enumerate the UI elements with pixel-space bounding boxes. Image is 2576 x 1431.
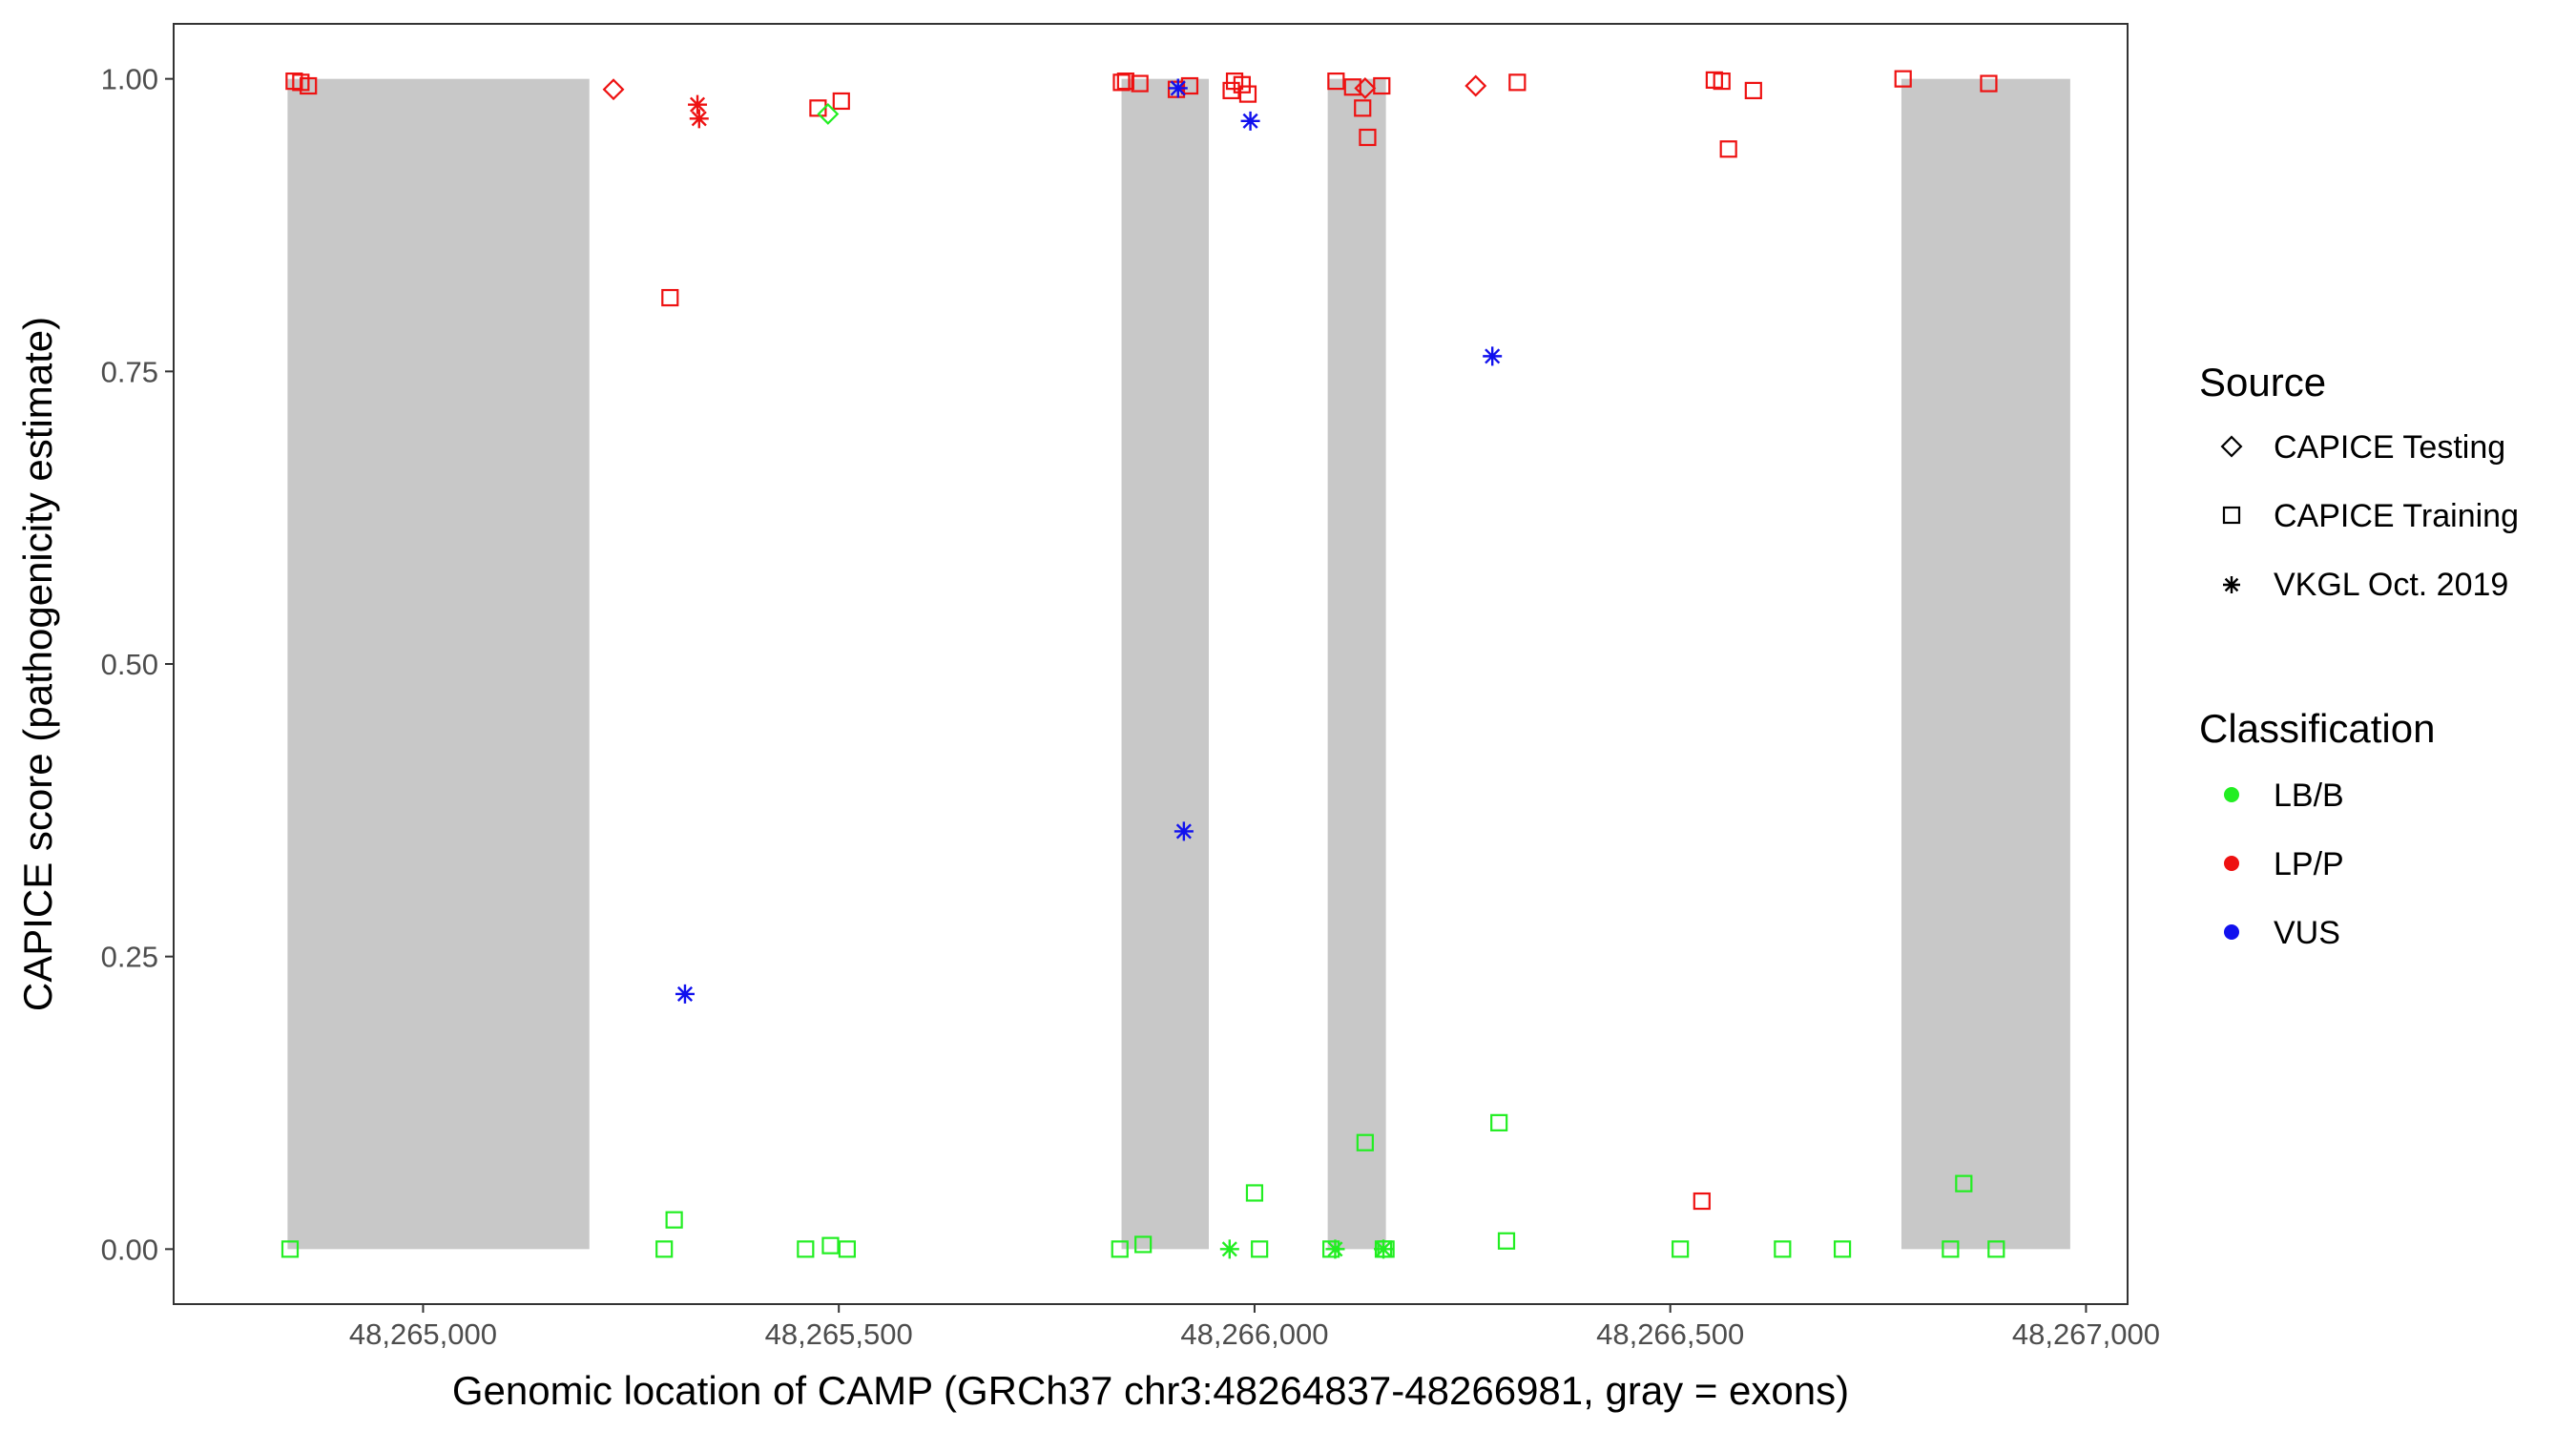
x-tick-label: 48,266,500 [1596,1317,1744,1351]
legend-item-capice-training: CAPICE Training [2222,498,2519,534]
training-point [1131,74,1149,93]
training-point [832,92,850,111]
legend-label-vus: VUS [2274,915,2340,951]
x-tick-label: 48,265,000 [349,1317,497,1351]
vkgl-point [1483,346,1503,366]
training-point [1238,85,1257,103]
legend-title-source: Source [2199,360,2326,404]
training-point [1672,1240,1690,1258]
y-tick-label: 0.75 [101,355,158,388]
legend-label-capice-testing: CAPICE Testing [2274,429,2505,466]
asterisk-icon [2223,576,2240,593]
training-point [1955,1174,1973,1192]
vkgl-point [675,984,695,1004]
vkgl-point [689,109,709,129]
training-point [1245,1184,1264,1202]
training-point [1490,1113,1508,1131]
x-axis-title: Genomic location of CAMP (GRCh37 chr3:48… [452,1368,1849,1413]
training-point [1774,1240,1792,1258]
testing-point [1354,77,1377,99]
x-tick-label: 48,265,500 [765,1317,913,1351]
training-point [1180,76,1199,95]
training-point [655,1240,674,1258]
training-point [280,1240,300,1258]
training-point [1356,1133,1374,1151]
training-point [1980,74,1998,93]
vkgl-point [1374,1239,1394,1259]
exon-bands [287,78,2070,1250]
data-points [280,70,2005,1259]
training-point [1327,73,1345,91]
legend: Source CAPICE Testing CAPICE Training VK… [2199,360,2519,951]
training-point [1359,128,1377,147]
vkgl-point [688,94,708,114]
training-point [1508,73,1527,92]
legend-item-lp-p: LP/P [2224,846,2344,882]
training-point [1833,1240,1852,1258]
testing-point [602,78,625,101]
y-tick-label: 0.50 [101,648,158,681]
dot-icon [2224,856,2239,871]
legend-label-vkgl: VKGL Oct. 2019 [2274,567,2508,603]
training-point [1942,1240,1960,1258]
training-point [1222,81,1240,100]
axis-ticks: 48,265,000 48,265,500 48,266,000 48,266,500… [101,63,2160,1351]
x-tick-label: 48,267,000 [2012,1317,2160,1351]
training-point [1719,140,1737,158]
training-point [797,1240,815,1258]
training-point [1497,1232,1516,1250]
training-point [1134,1235,1153,1254]
exon-band-1 [287,78,590,1250]
vkgl-point [1325,1239,1345,1259]
diamond-icon [2220,435,2243,458]
training-point [1354,99,1372,117]
training-point [1343,78,1361,96]
exon-band-3 [1327,78,1386,1250]
training-point [1693,1192,1711,1211]
vkgl-point [1240,111,1260,131]
testing-point [1465,74,1487,97]
training-point [1987,1240,2005,1258]
square-icon [2222,506,2241,525]
legend-item-capice-testing: CAPICE Testing [2220,429,2505,466]
training-point [1167,80,1186,98]
training-point [1112,73,1131,92]
dot-icon [2224,924,2239,940]
training-point [1894,70,1912,88]
y-axis-title: CAPICE score (pathogenicity estimate) [15,317,60,1011]
training-point [300,76,318,95]
training-point [1744,81,1762,100]
training-point [661,288,679,307]
exon-band-2 [1121,78,1210,1250]
legend-item-lb-b: LB/B [2224,778,2344,814]
legend-label-lb-b: LB/B [2274,778,2344,814]
legend-label-lp-p: LP/P [2274,846,2344,882]
training-point [665,1211,683,1229]
vkgl-point [1174,821,1194,841]
legend-item-vus: VUS [2224,915,2340,951]
x-tick-label: 48,266,000 [1180,1317,1328,1351]
training-point [838,1240,857,1258]
y-tick-label: 0.00 [101,1233,158,1266]
testing-point [817,103,840,125]
dot-icon [2224,787,2239,802]
exon-band-4 [1901,78,2070,1250]
vkgl-point [1168,78,1188,98]
training-point [1111,1240,1129,1258]
legend-item-vkgl: VKGL Oct. 2019 [2223,567,2508,603]
vkgl-point [1219,1239,1239,1259]
training-point [1373,76,1391,95]
training-point [1713,73,1731,91]
legend-label-capice-training: CAPICE Training [2274,498,2519,534]
training-point [1251,1240,1269,1258]
training-point [1233,75,1251,93]
legend-title-classification: Classification [2199,706,2435,751]
y-tick-label: 1.00 [101,63,158,96]
training-point [821,1236,840,1255]
training-point [1116,73,1134,91]
y-tick-label: 0.25 [101,941,158,974]
